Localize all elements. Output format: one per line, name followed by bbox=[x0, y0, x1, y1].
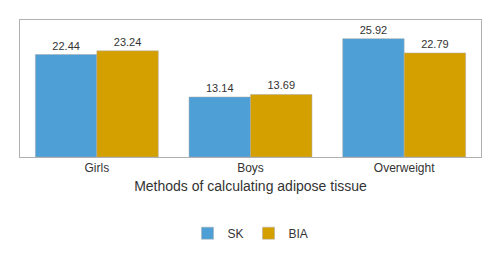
svg-text:Boys: Boys bbox=[237, 161, 264, 175]
svg-text:25.92: 25.92 bbox=[360, 24, 388, 36]
svg-text:SK: SK bbox=[228, 227, 244, 241]
svg-text:22.79: 22.79 bbox=[421, 38, 449, 50]
svg-text:Overweight: Overweight bbox=[374, 161, 435, 175]
svg-text:Methods of calculating adipose: Methods of calculating adipose tissue bbox=[134, 178, 367, 194]
svg-text:Girls: Girls bbox=[84, 161, 109, 175]
svg-text:BIA: BIA bbox=[289, 227, 308, 241]
svg-text:13.69: 13.69 bbox=[267, 79, 295, 91]
svg-text:22.44: 22.44 bbox=[52, 40, 80, 52]
svg-text:23.24: 23.24 bbox=[114, 36, 142, 48]
svg-text:13.14: 13.14 bbox=[206, 82, 234, 94]
